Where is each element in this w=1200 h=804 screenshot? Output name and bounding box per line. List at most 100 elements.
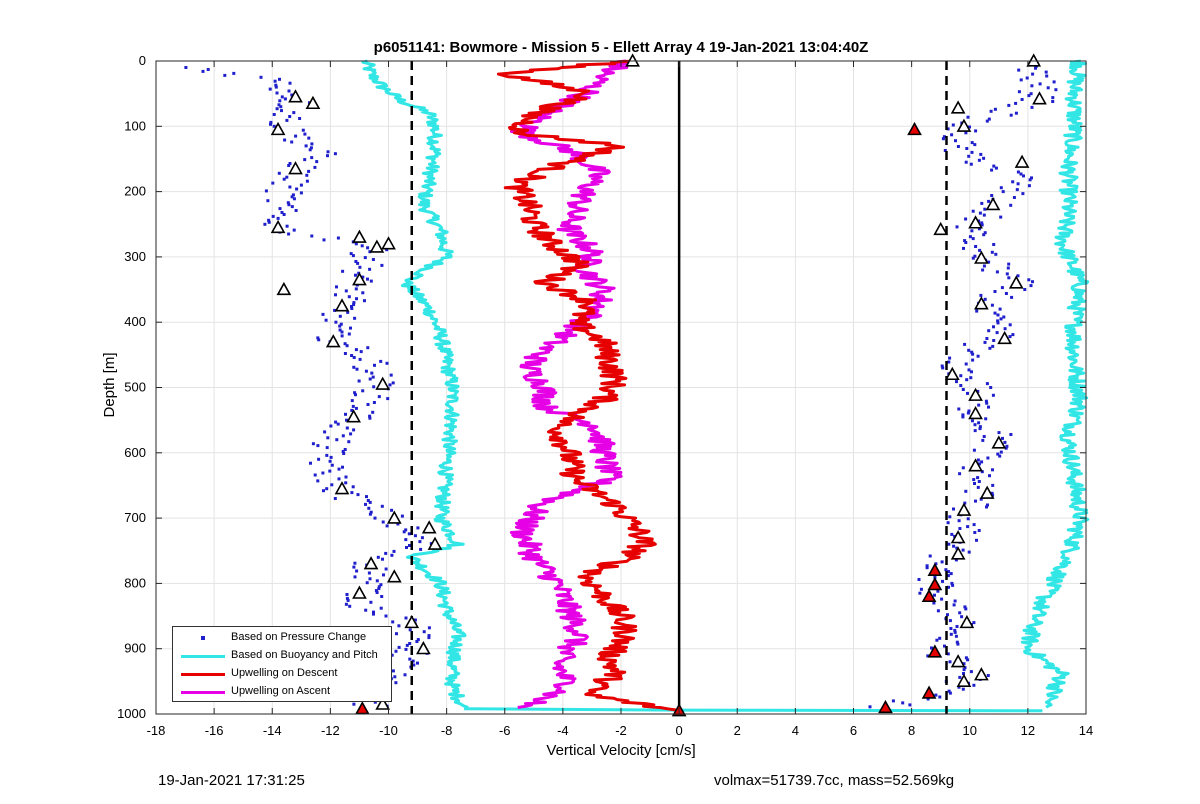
pressure-point-right: [1044, 70, 1048, 74]
pressure-point-left: [290, 140, 294, 144]
pressure-point-right: [967, 368, 971, 372]
marker-filled-triangle: [927, 577, 943, 591]
pressure-point-left: [305, 173, 309, 177]
pressure-point-left: [380, 595, 384, 598]
pressure-point-right: [1017, 68, 1021, 72]
pressure-point-left: [390, 553, 394, 557]
pressure-point-left: [357, 379, 361, 383]
marker-open-triangle: [950, 530, 966, 544]
pressure-point-right: [1028, 178, 1032, 182]
pressure-point-right: [1025, 76, 1029, 80]
pressure-point-left: [273, 79, 277, 83]
legend-label: Based on Buoyancy and Pitch: [231, 649, 378, 661]
pressure-point-left: [334, 320, 338, 324]
pressure-point-right: [1031, 280, 1034, 284]
pressure-point-right: [966, 115, 970, 119]
pressure-point-right: [930, 646, 933, 650]
pressure-point-left: [278, 207, 282, 211]
pressure-point-left: [345, 344, 349, 348]
pressure-point-left: [307, 136, 311, 140]
pressure-point-left: [377, 395, 381, 399]
marker-open-triangle: [968, 458, 983, 472]
pressure-point-left: [381, 520, 385, 524]
pressure-point-left: [272, 124, 276, 128]
pressure-point-left: [338, 314, 342, 318]
pressure-point-right: [1001, 436, 1004, 440]
pressure-point-right: [971, 209, 975, 213]
marker-filled-triangle: [907, 121, 922, 136]
pressure-point-right: [971, 256, 975, 260]
pressure-point-left: [391, 620, 395, 624]
pressure-point-left: [345, 596, 349, 600]
chart-legend: Based on Pressure Change Based on Buoyan…: [172, 626, 392, 702]
pressure-point-left: [413, 534, 417, 538]
pressure-point-left: [368, 267, 372, 271]
y-tick-label: 700: [124, 510, 146, 525]
pressure-point-right: [1000, 286, 1004, 290]
legend-swatch-ascent: [181, 687, 225, 697]
marker-open-triangle: [305, 95, 321, 110]
y-tick-label: 800: [124, 575, 146, 590]
pressure-point-left: [408, 544, 411, 547]
pressure-point-right: [948, 660, 952, 664]
pressure-point-left: [274, 83, 278, 87]
pressure-point-right: [1001, 190, 1005, 194]
x-tick-label: -18: [147, 723, 166, 738]
marker-filled-triangle: [927, 562, 943, 576]
marker-open-triangle: [956, 118, 972, 132]
pressure-point-left: [354, 242, 358, 246]
pressure-point-left: [349, 432, 353, 436]
pressure-point-left: [392, 549, 396, 553]
marker-open-triangle: [950, 654, 966, 668]
pressure-point-right: [957, 519, 961, 523]
pressure-point-left: [350, 408, 354, 412]
pressure-point-right: [984, 399, 988, 403]
pressure-point-left: [311, 442, 315, 446]
x-tick-label: -6: [499, 723, 511, 738]
pressure-point-left: [402, 530, 406, 534]
pressure-point-right: [946, 521, 950, 525]
pressure-point-right: [964, 656, 968, 660]
pressure-point-right: [1030, 105, 1034, 109]
marker-open-triangle: [363, 556, 379, 570]
marker-open-triangle: [1008, 275, 1024, 289]
pressure-point-right: [984, 417, 988, 421]
pressure-point-left: [313, 473, 317, 477]
x-tick-label: -16: [205, 723, 224, 738]
pressure-point-left: [264, 189, 268, 193]
pressure-point-right: [1046, 86, 1050, 90]
pressure-point-left: [354, 260, 358, 263]
pressure-point-right: [982, 264, 986, 268]
pressure-point-right: [1016, 170, 1020, 174]
pressure-point-left: [355, 297, 358, 301]
pressure-point-right: [987, 405, 990, 409]
pressure-point-right: [1019, 172, 1023, 176]
pressure-point-right: [971, 358, 975, 362]
pressure-point-right: [981, 438, 985, 442]
pressure-point-left: [290, 205, 294, 209]
pressure-point-right: [1031, 72, 1035, 76]
pressure-point-left: [316, 444, 320, 448]
legend-item-ascent: Upwelling on Ascent: [173, 684, 391, 700]
pressure-point-right: [974, 245, 978, 248]
pressure-point-right: [950, 133, 954, 137]
footer-info: volmax=51739.7cc, mass=52.569kg: [714, 772, 955, 789]
pressure-point-left: [354, 273, 357, 277]
pressure-point-right: [995, 331, 999, 335]
pressure-point-left: [341, 269, 345, 273]
pressure-point-right: [995, 270, 999, 274]
pressure-point-right: [961, 548, 965, 552]
pressure-point-right: [958, 472, 962, 476]
pressure-point-left: [416, 638, 420, 642]
pressure-point-left: [269, 120, 273, 124]
marker-open-triangle: [985, 197, 1001, 211]
pressure-point-left: [382, 573, 385, 577]
pressure-point-left: [350, 354, 354, 357]
pressure-point-right: [987, 260, 991, 264]
pressure-point-right: [1009, 433, 1013, 436]
pressure-point-right: [988, 346, 992, 350]
pressure-point-right: [955, 625, 959, 628]
marker-open-triangle: [352, 229, 367, 243]
pressure-point-left: [294, 134, 298, 138]
pressure-point-right: [948, 691, 952, 695]
